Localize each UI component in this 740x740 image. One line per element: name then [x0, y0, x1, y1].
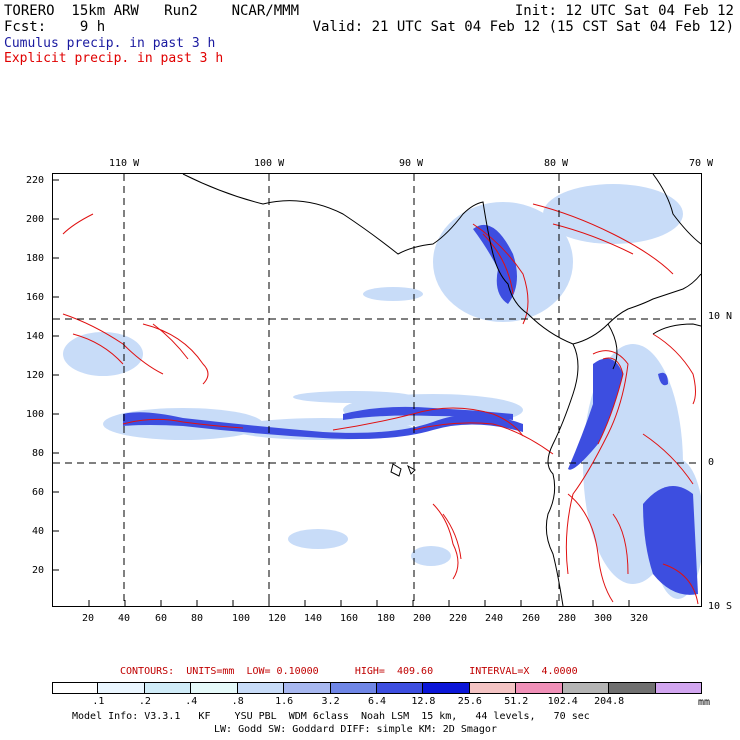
y-tick-label: 200: [26, 214, 45, 225]
lat-label-10s: 10 S: [708, 601, 733, 612]
x-tick-label: 280: [558, 613, 577, 624]
run-title: TORERO 15km ARW Run2 NCAR/MMM: [4, 3, 300, 19]
lon-label-110w: 110 W: [109, 158, 140, 169]
legend-color-cell: [330, 682, 377, 694]
x-tick-label: 300: [594, 613, 613, 624]
x-tick-label: 320: [630, 613, 649, 624]
legend-tick-label: .2: [138, 696, 151, 707]
x-tick-label: 40: [118, 613, 131, 624]
model-info: Model Info: V3.3.1 KF YSU PBL WDM 6class…: [72, 711, 590, 722]
legend-tick-label: 25.6: [457, 696, 482, 707]
legend-color-cell: [284, 682, 331, 694]
legend-tick-label: 3.2: [321, 696, 340, 707]
precip-map: [52, 173, 702, 607]
explicit-precip-contours: [62, 203, 699, 605]
forecast-hour: Fcst: 9 h: [4, 19, 106, 35]
lon-label-100w: 100 W: [254, 158, 285, 169]
x-tick-label: 20: [82, 613, 95, 624]
lat-label-0: 0: [708, 457, 715, 468]
legend-color-cell: [52, 682, 99, 694]
legend-tick-label: .1: [92, 696, 105, 707]
x-tick-label: 120: [268, 613, 287, 624]
init-time: Init: 12 UTC Sat 04 Feb 12: [514, 3, 734, 19]
legend-tick-label: 51.2: [504, 696, 529, 707]
x-tick-label: 220: [449, 613, 468, 624]
legend-unit: mm: [698, 697, 711, 708]
x-tick-label: 80: [191, 613, 204, 624]
x-tick-label: 260: [522, 613, 541, 624]
y-tick-label: 20: [32, 565, 45, 576]
x-tick-label: 60: [155, 613, 168, 624]
model-physics: LW: Godd SW: Goddard DIFF: simple KM: 2D…: [214, 724, 497, 735]
x-tick-label: 240: [485, 613, 504, 624]
legend-color-cell: [516, 682, 563, 694]
legend-color-cell: [609, 682, 656, 694]
lat-label-10n: 10 N: [708, 311, 733, 322]
coastline: [182, 174, 701, 606]
y-tick-label: 80: [32, 448, 45, 459]
legend-tick-label: 204.8: [594, 696, 625, 707]
lon-label-80w: 80 W: [544, 158, 569, 169]
contours-info: CONTOURS: UNITS=mm LOW= 0.10000 HIGH= 40…: [120, 666, 578, 677]
contours-high: HIGH= 409.60: [354, 666, 434, 677]
legend-color-cell: [237, 682, 285, 694]
contours-interval: INTERVAL=X 4.0000: [469, 666, 578, 677]
latlon-grid: [53, 174, 701, 606]
legend-color-cell: [144, 682, 192, 694]
cumulus-label: Cumulus precip. in past 3 h: [4, 36, 216, 51]
cumulus-precip-cores: [123, 224, 698, 595]
contours-units: UNITS=mm: [186, 666, 235, 677]
color-legend-frame: [52, 682, 702, 694]
x-tick-label: 160: [340, 613, 359, 624]
axis-ticks: [53, 179, 630, 606]
legend-color-cell: [377, 682, 424, 694]
lon-label-90w: 90 W: [399, 158, 424, 169]
y-tick-label: 220: [26, 175, 45, 186]
legend-tick-label: 6.4: [367, 696, 387, 707]
x-tick-label: 180: [377, 613, 396, 624]
contours-label: CONTOURS:: [120, 666, 175, 677]
contours-low: LOW= 0.10000: [246, 666, 319, 677]
lon-label-70w: 70 W: [689, 158, 714, 169]
x-tick-label: 100: [232, 613, 251, 624]
y-tick-label: 180: [26, 253, 45, 264]
legend-tick-label: .8: [231, 696, 244, 707]
x-tick-label: 200: [413, 613, 432, 624]
y-tick-label: 120: [26, 370, 45, 381]
legend-tick-label: 12.8: [411, 696, 436, 707]
legend-tick-label: .4: [185, 696, 198, 707]
explicit-label: Explicit precip. in past 3 h: [4, 51, 224, 66]
y-tick-label: 160: [26, 292, 45, 303]
y-tick-label: 40: [32, 526, 45, 537]
legend-color-cell: [423, 682, 470, 694]
y-tick-label: 60: [32, 487, 45, 498]
legend-color-cell: [191, 682, 238, 694]
y-tick-label: 140: [26, 331, 45, 342]
y-tick-label: 100: [26, 409, 45, 420]
legend-color-cell: [562, 682, 610, 694]
legend-color-cell: [98, 682, 145, 694]
legend-tick-label: 102.4: [547, 696, 578, 707]
legend-color-cell: [469, 682, 517, 694]
legend-tick-label: 1.6: [275, 696, 294, 707]
valid-time: Valid: 21 UTC Sat 04 Feb 12 (15 CST Sat …: [312, 19, 734, 35]
x-tick-label: 140: [304, 613, 323, 624]
